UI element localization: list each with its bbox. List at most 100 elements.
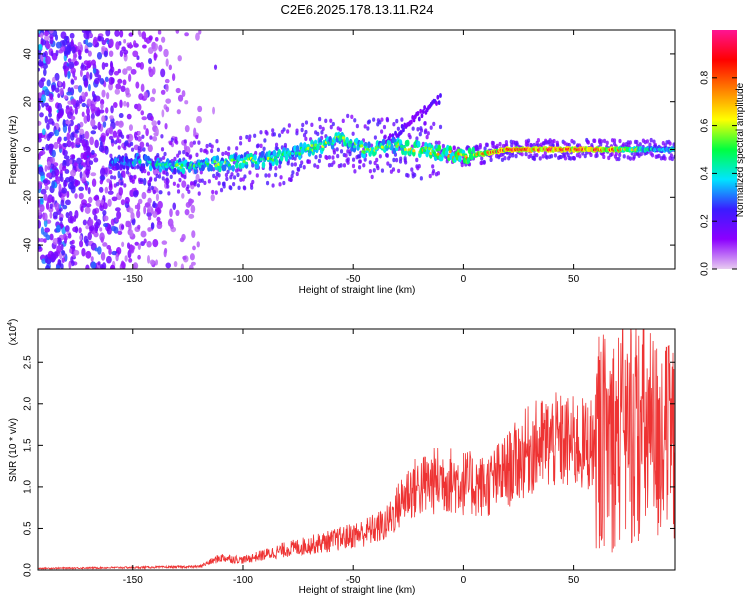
spectrogram-cell: [163, 249, 167, 258]
spectrogram-cell: [189, 253, 195, 261]
spectrogram-cell: [128, 229, 134, 237]
spectrogram-cell: [94, 95, 101, 102]
spectrogram-cell: [649, 137, 653, 143]
spectrogram-cell: [134, 204, 138, 210]
spectrogram-cell: [569, 156, 573, 161]
spectrogram-cell: [122, 170, 126, 179]
spectrogram-cell: [112, 101, 118, 109]
spectrogram-cell: [67, 70, 71, 80]
spectrogram-cell: [74, 60, 79, 66]
spectrogram-cell: [123, 183, 127, 188]
spectrogram-cell: [116, 210, 122, 220]
spectrogram-cell: [351, 163, 356, 169]
spectrogram-cell: [549, 154, 554, 159]
spectrogram-cell: [251, 179, 255, 185]
spectrogram-cell: [175, 163, 179, 167]
spectrogram-cell: [180, 263, 184, 269]
spectrogram-cell: [434, 140, 438, 145]
spectrogram-cell: [48, 112, 52, 118]
spectrogram-cell: [237, 185, 241, 191]
spectrogram-cell: [38, 219, 42, 229]
spectrogram-cell: [260, 150, 265, 158]
spectrogram-cell: [74, 225, 79, 234]
spectrogram-cell: [317, 158, 321, 164]
spectrogram-cell: [38, 181, 43, 186]
spectrogram-cell: [363, 124, 367, 129]
spectrogram-cell: [301, 122, 305, 128]
spectrogram-cell: [98, 145, 105, 153]
spectrogram-cell: [612, 138, 617, 143]
spectrogram-y-tick-label: -20: [23, 190, 34, 205]
spectrogram-cell: [38, 67, 41, 72]
spectrogram-cell: [147, 227, 152, 232]
spectrogram-cell: [40, 40, 44, 45]
snr-y-tick-label: 0.0: [23, 563, 34, 577]
spectrogram-cell: [352, 145, 356, 149]
spectrogram-cell: [663, 156, 667, 161]
spectrogram-y-tick-label: 0: [23, 146, 34, 152]
spectrogram-cell: [78, 55, 82, 60]
spectrogram-cell: [189, 141, 194, 148]
spectrogram-cell: [88, 160, 94, 166]
spectrogram-cell: [392, 157, 396, 163]
spectrogram-cell: [395, 118, 399, 124]
spectrogram-cell: [99, 167, 106, 177]
spectrogram-cell: [74, 129, 80, 134]
spectrogram-cell: [262, 146, 266, 151]
spectrogram-cell: [76, 157, 82, 165]
spectrogram-cell: [424, 146, 428, 150]
spectrogram-cell: [563, 156, 568, 161]
spectrogram-cell: [123, 39, 127, 44]
spectrogram-cell: [331, 155, 335, 160]
spectrogram-cell: [529, 153, 533, 158]
spectrogram-x-tick-label: 50: [568, 274, 580, 285]
spectrogram-cell: [138, 198, 143, 205]
spectrogram-cell: [217, 173, 221, 178]
spectrogram-cell: [110, 218, 115, 226]
spectrogram-cell: [150, 185, 154, 191]
spectrogram-cell: [38, 237, 41, 243]
spectrogram-cell: [177, 94, 184, 102]
spectrogram-cell: [113, 226, 119, 234]
snr-y-tick-label: 1.0: [23, 480, 34, 494]
spectrogram-cell: [60, 199, 65, 207]
spectrogram-cell: [48, 143, 54, 150]
spectrogram-cell: [279, 175, 283, 180]
spectrogram-cell: [99, 77, 105, 85]
spectrogram-cell: [43, 31, 50, 37]
spectrogram-cell: [535, 152, 539, 158]
spectrogram-cell: [161, 176, 165, 181]
spectrogram-cell: [471, 146, 476, 154]
spectrogram-cell: [45, 42, 50, 50]
spectrogram-cell: [498, 141, 502, 147]
spectrogram-cell: [45, 143, 49, 151]
spectrogram-cell: [300, 160, 304, 165]
snr-y-tick-label: 1.5: [23, 438, 34, 452]
spectrogram-cell: [436, 94, 440, 100]
spectrogram-cell: [141, 116, 148, 121]
spectrogram-cell: [424, 128, 428, 133]
spectrogram-cell: [192, 245, 196, 251]
spectrogram-cell: [81, 62, 85, 69]
snr-x-tick-label: -100: [233, 575, 253, 586]
spectrogram-cell: [165, 180, 169, 186]
spectrogram-cell: [392, 121, 396, 127]
spectrogram-cell: [215, 139, 219, 144]
spectrogram-cell: [652, 139, 656, 144]
spectrogram-cell: [44, 227, 51, 233]
spectrogram-cell: [38, 104, 41, 112]
spectrogram-cell: [61, 226, 67, 235]
spectrogram-cell: [188, 213, 195, 219]
spectrogram-cell: [195, 152, 199, 158]
spectrogram-cell: [62, 118, 66, 128]
spectrogram-cell: [190, 204, 196, 214]
spectrogram-cell: [85, 203, 92, 208]
spectrogram-cell: [156, 216, 161, 222]
spectrogram-cell: [187, 198, 193, 207]
spectrogram-cell: [214, 175, 218, 181]
spectrogram-cell: [101, 39, 107, 46]
spectrogram-cell: [38, 153, 41, 160]
spectrogram-cell: [38, 120, 42, 126]
colorbar-tick-label: 0.8: [700, 70, 711, 84]
spectrogram-cell: [536, 138, 541, 143]
